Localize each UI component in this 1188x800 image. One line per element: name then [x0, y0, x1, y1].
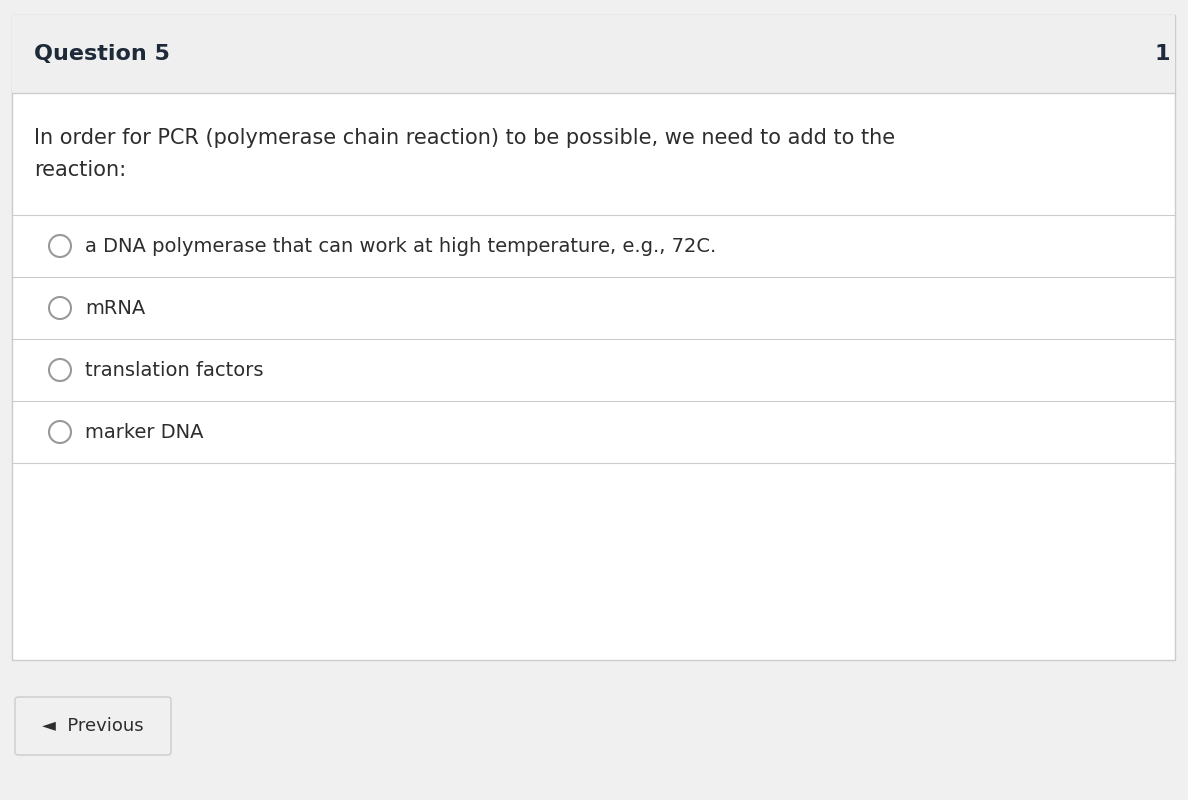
- FancyBboxPatch shape: [12, 15, 1175, 660]
- Text: mRNA: mRNA: [86, 298, 145, 318]
- Text: reaction:: reaction:: [34, 160, 126, 180]
- Text: translation factors: translation factors: [86, 361, 264, 379]
- Text: Question 5: Question 5: [34, 44, 170, 64]
- Text: 1: 1: [1155, 44, 1170, 64]
- FancyBboxPatch shape: [12, 15, 1175, 93]
- Text: In order for PCR (polymerase chain reaction) to be possible, we need to add to t: In order for PCR (polymerase chain react…: [34, 128, 895, 148]
- FancyBboxPatch shape: [15, 697, 171, 755]
- Text: a DNA polymerase that can work at high temperature, e.g., 72C.: a DNA polymerase that can work at high t…: [86, 237, 716, 255]
- Text: ◄  Previous: ◄ Previous: [43, 717, 144, 735]
- Text: marker DNA: marker DNA: [86, 422, 203, 442]
